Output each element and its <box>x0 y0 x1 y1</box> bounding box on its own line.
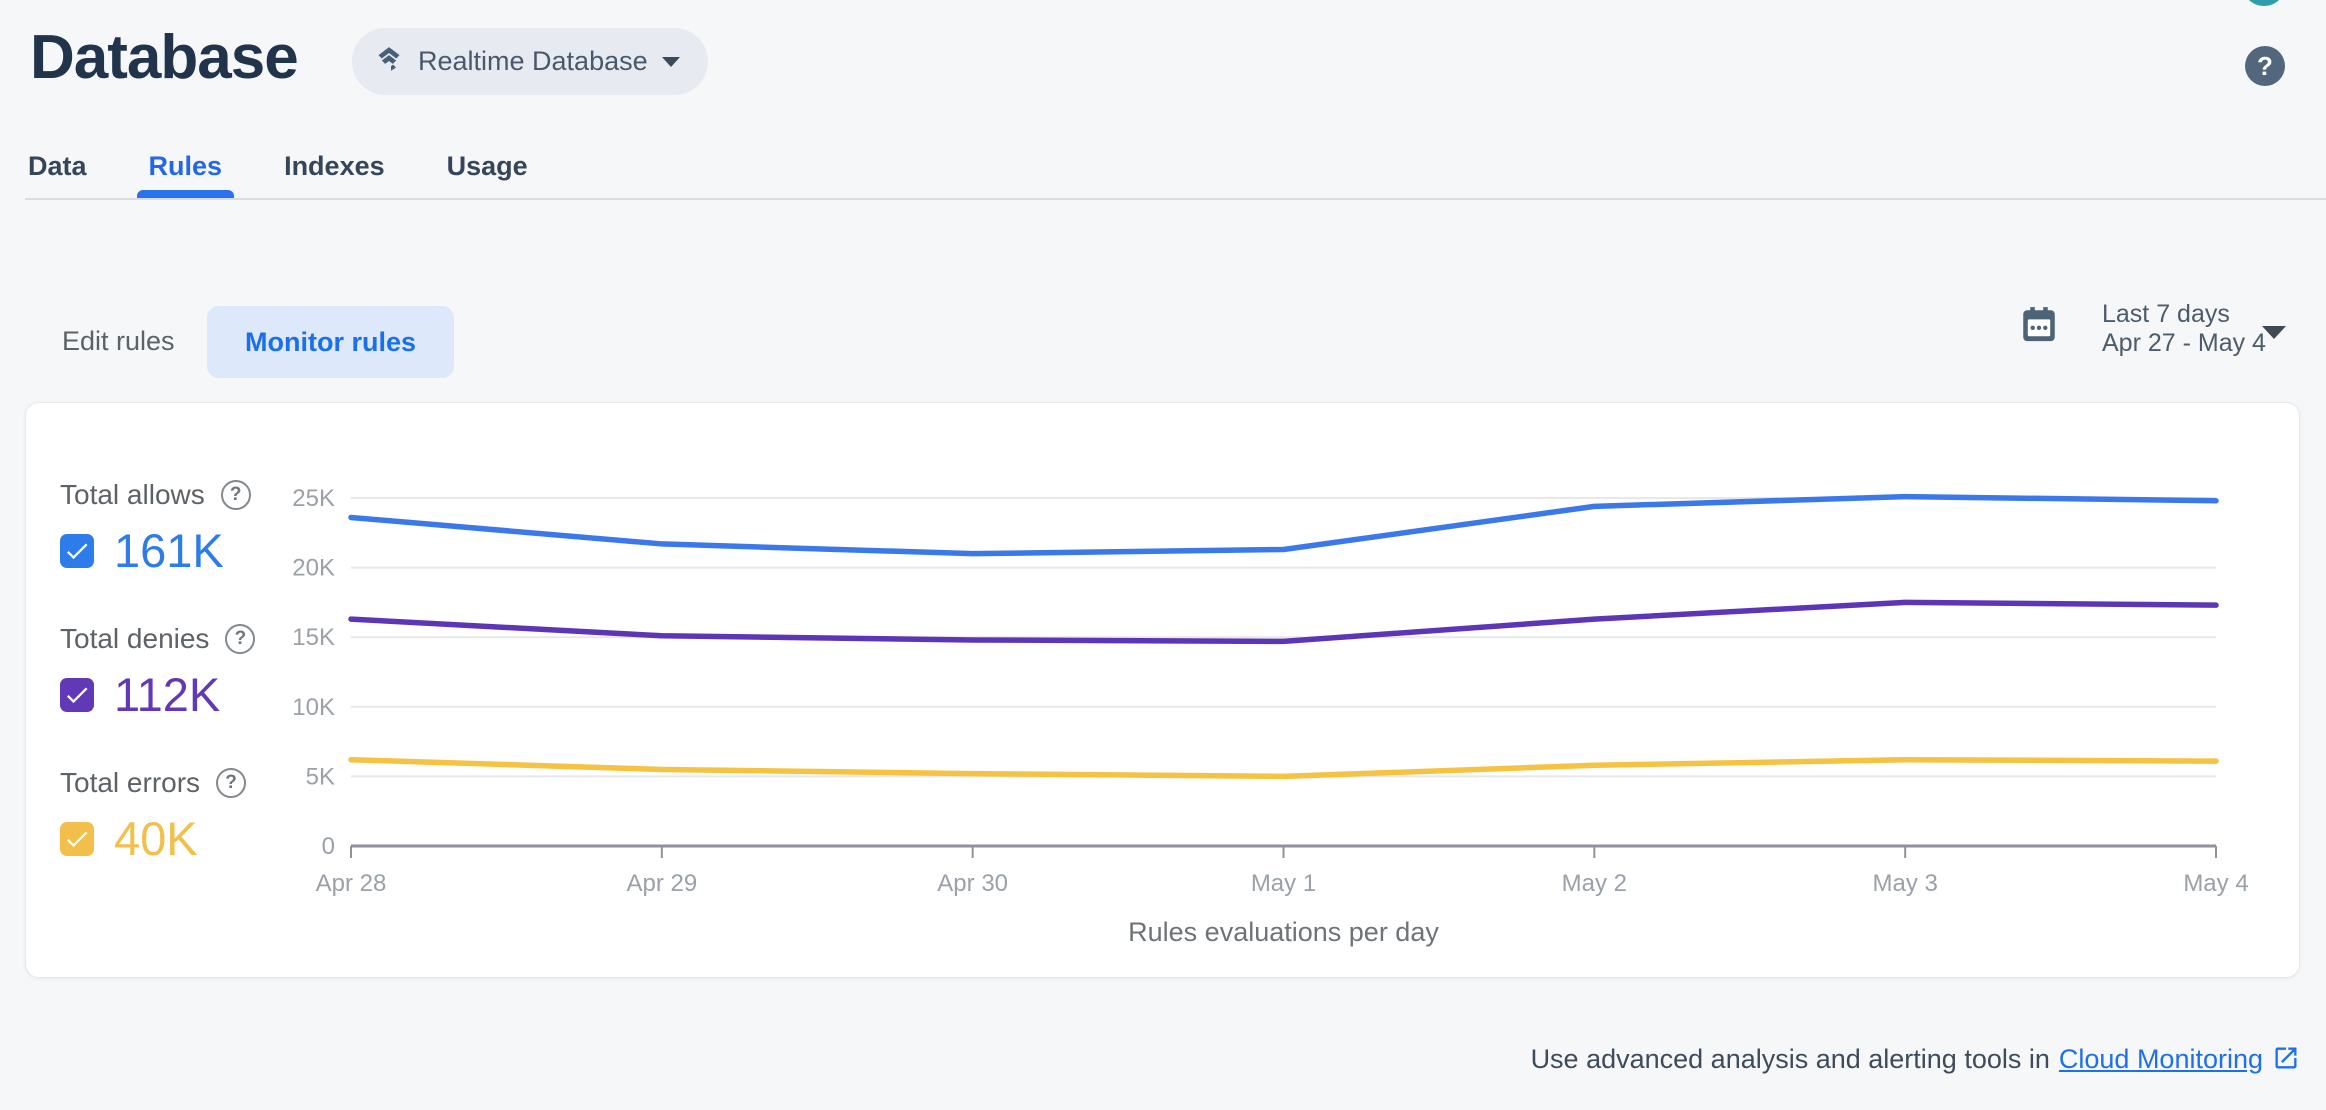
tabs-divider <box>25 198 2326 200</box>
svg-text:10K: 10K <box>292 694 335 721</box>
total-denies-value: 112K <box>114 668 221 721</box>
help-button[interactable]: ? <box>2245 46 2285 86</box>
realtime-database-icon <box>374 44 404 79</box>
svg-text:0: 0 <box>322 833 335 860</box>
database-type-selector[interactable]: Realtime Database <box>352 28 708 95</box>
legend-item-total-errors: Total errors ? 40K <box>60 767 360 866</box>
legend-item-total-allows: Total allows ? 161K <box>60 479 360 578</box>
help-icon[interactable]: ? <box>220 480 251 510</box>
svg-text:Apr 30: Apr 30 <box>937 870 1008 897</box>
help-icon[interactable]: ? <box>225 624 256 654</box>
svg-text:25K: 25K <box>292 485 335 512</box>
chart-title: Rules evaluations per day <box>1128 917 1439 947</box>
legend-item-total-denies: Total denies ? 112K <box>60 623 360 722</box>
svg-text:May 4: May 4 <box>2183 870 2248 897</box>
svg-text:20K: 20K <box>292 555 335 582</box>
svg-text:5K: 5K <box>306 763 335 790</box>
total-errors-label: Total errors <box>60 767 201 798</box>
total-allows-checkbox[interactable] <box>60 533 94 568</box>
user-avatar[interactable] <box>2242 0 2286 6</box>
rules-evaluations-chart[interactable]: 0 5K 10K 15K 20K 25K Apr 28 Apr 29 Apr 30 May 1 Ma… <box>231 451 2291 951</box>
svg-text:May 3: May 3 <box>1872 870 1937 897</box>
dropdown-arrow-icon <box>2262 326 2286 339</box>
total-errors-value: 40K <box>114 812 198 865</box>
question-mark-icon: ? <box>2257 50 2273 81</box>
database-type-label: Realtime Database <box>418 46 648 76</box>
chevron-down-icon <box>661 56 680 67</box>
cloud-monitoring-link[interactable]: Cloud Monitoring <box>2058 1044 2263 1074</box>
database-tabs: Data Rules Indexes Usage <box>28 140 590 200</box>
total-denies-checkbox[interactable] <box>60 677 94 712</box>
svg-text:May 1: May 1 <box>1251 870 1316 897</box>
rules-monitor-card: Total allows ? 161K Total denies ? <box>25 402 2300 978</box>
monitor-rules-tab[interactable]: Monitor rules <box>207 306 455 378</box>
total-denies-label: Total denies <box>60 623 210 654</box>
svg-text:Apr 29: Apr 29 <box>626 870 697 897</box>
footer-text: Use advanced analysis and alerting tools… <box>1530 1044 2050 1074</box>
external-link-icon <box>2272 1044 2300 1079</box>
date-range-selector[interactable]: Last 7 days Apr 27 - May 4 <box>2018 300 2290 360</box>
tab-indexes[interactable]: Indexes <box>284 151 385 181</box>
total-errors-checkbox[interactable] <box>60 821 94 856</box>
total-allows-label: Total allows <box>60 479 205 510</box>
svg-text:Apr 28: Apr 28 <box>316 870 387 897</box>
date-range-dates: Apr 27 - May 4 <box>2102 329 2266 357</box>
tab-usage[interactable]: Usage <box>446 151 528 181</box>
svg-text:15K: 15K <box>292 624 335 651</box>
total-allows-value: 161K <box>114 524 224 577</box>
edit-rules-tab[interactable]: Edit rules <box>62 326 175 356</box>
cloud-monitoring-note: Use advanced analysis and alerting tools… <box>1531 1042 2300 1077</box>
date-range-preset: Last 7 days <box>2102 300 2230 328</box>
calendar-icon <box>2018 304 2060 351</box>
tab-data[interactable]: Data <box>28 151 87 181</box>
tab-rules[interactable]: Rules <box>136 140 234 200</box>
page-title: Database <box>30 23 299 92</box>
svg-text:May 2: May 2 <box>1562 870 1627 897</box>
help-icon[interactable]: ? <box>216 768 247 798</box>
